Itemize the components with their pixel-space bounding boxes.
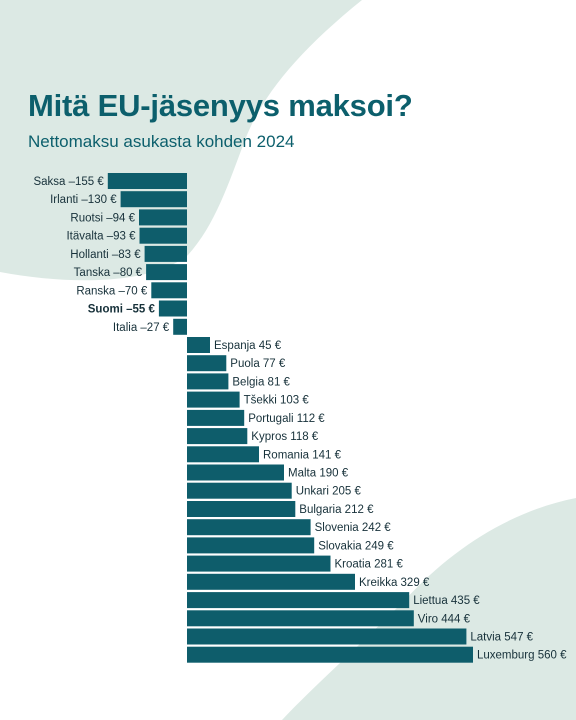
bar-suomi (158, 300, 187, 317)
bar-label-viro: Viro 444 € (418, 613, 471, 625)
bar-label-latvia: Latvia 547 € (470, 632, 533, 644)
bar-puola (187, 355, 227, 372)
bar-label-belgia: Belgia 81 € (232, 376, 290, 388)
bar-label-puola: Puola 77 € (230, 358, 286, 370)
bar-label-liettua: Liettua 435 € (413, 595, 480, 607)
bar-unkari (187, 482, 292, 499)
bar-label-kypros: Kypros 118 € (251, 431, 319, 443)
bar-label-slovenia: Slovenia 242 € (315, 522, 392, 534)
bar-label-bulgaria: Bulgaria 212 € (299, 504, 374, 516)
bar-ranska (151, 282, 187, 299)
bar-kypros (187, 428, 248, 445)
bar-tanska (146, 264, 187, 281)
bar-viro (187, 610, 414, 627)
bar-belgia (187, 373, 229, 390)
bar-itävalta (139, 227, 187, 244)
bar-bulgaria (187, 501, 296, 517)
chart-subtitle: Nettomaksu asukasta kohden 2024 (28, 132, 295, 151)
bar-label-italia: Italia –27 € (113, 322, 170, 334)
background-blob-top (0, 0, 362, 281)
bar-liettua (187, 592, 410, 609)
bar-label-ranska: Ranska –70 € (76, 285, 148, 297)
bar-label-suomi: Suomi –55 € (88, 304, 156, 316)
bar-espanja (187, 337, 210, 353)
background-blob-bottom (282, 498, 576, 720)
bar-irlanti (120, 191, 187, 208)
bar-label-irlanti: Irlanti –130 € (50, 194, 117, 206)
bar-label-hollanti: Hollanti –83 € (70, 249, 141, 261)
bar-tšekki (187, 391, 240, 408)
bar-romania (187, 446, 259, 463)
bar-label-romania: Romania 141 € (263, 449, 342, 461)
chart-title: Mitä EU-jäsenyys maksoi? (28, 88, 413, 123)
bar-kroatia (187, 555, 331, 572)
bar-label-luxemburg: Luxemburg 560 € (477, 650, 567, 662)
bar-label-kroatia: Kroatia 281 € (335, 559, 404, 571)
bar-malta (187, 464, 284, 481)
bar-label-itävalta: Itävalta –93 € (66, 231, 136, 243)
bar-label-portugali: Portugali 112 € (248, 413, 325, 425)
bar-kreikka (187, 573, 355, 590)
bar-latvia (187, 628, 467, 645)
bar-saksa (107, 173, 187, 189)
bar-label-espanja: Espanja 45 € (214, 340, 282, 352)
bar-label-kreikka: Kreikka 329 € (359, 577, 430, 589)
bar-slovenia (187, 519, 311, 536)
bar-hollanti (144, 245, 187, 262)
bar-italia (173, 318, 187, 335)
bar-label-unkari: Unkari 205 € (296, 486, 362, 498)
bar-label-saksa: Saksa –155 € (33, 176, 104, 188)
bar-label-slovakia: Slovakia 249 € (318, 540, 394, 552)
bar-label-tanska: Tanska –80 € (74, 267, 143, 279)
bar-label-ruotsi: Ruotsi –94 € (70, 212, 135, 224)
bar-luxemburg (187, 646, 473, 663)
bar-portugali (187, 409, 245, 426)
bar-slovakia (187, 537, 315, 554)
bar-label-malta: Malta 190 € (288, 468, 349, 480)
bar-ruotsi (139, 209, 187, 226)
bar-label-tšekki: Tšekki 103 € (244, 395, 310, 407)
